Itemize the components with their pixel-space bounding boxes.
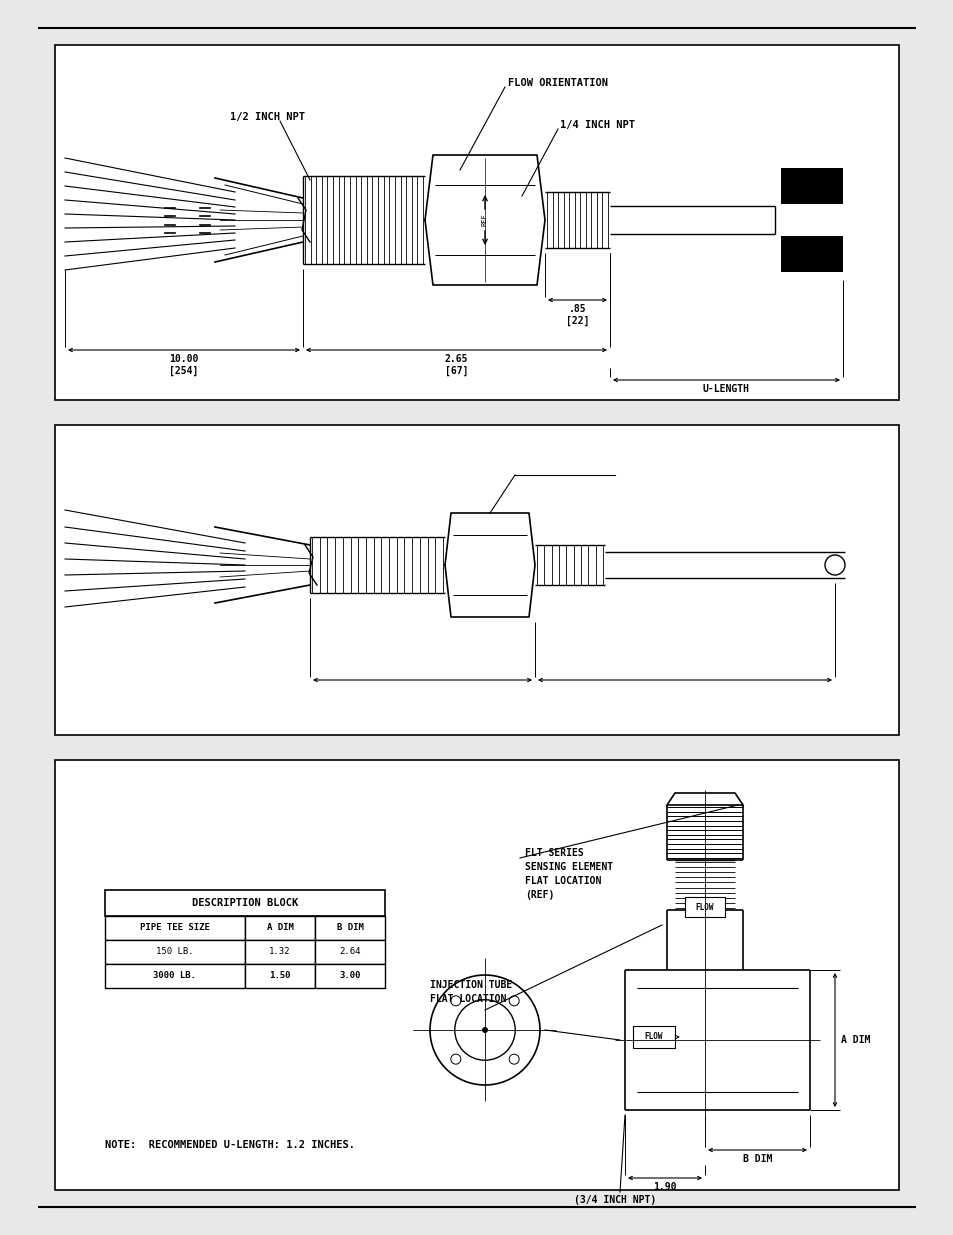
Bar xyxy=(314,940,385,965)
Bar xyxy=(55,760,898,1191)
Bar xyxy=(245,916,314,940)
Text: B DIM: B DIM xyxy=(336,924,363,932)
Text: U-LENGTH: U-LENGTH xyxy=(702,384,749,394)
Text: DESCRIPTION BLOCK: DESCRIPTION BLOCK xyxy=(192,898,297,908)
Bar xyxy=(314,916,385,940)
Bar xyxy=(105,940,245,965)
Bar xyxy=(105,965,245,988)
Text: A DIM: A DIM xyxy=(266,924,294,932)
Text: FLT SERIES
SENSING ELEMENT
FLAT LOCATION
(REF): FLT SERIES SENSING ELEMENT FLAT LOCATION… xyxy=(524,848,613,900)
Text: FLOW: FLOW xyxy=(695,903,714,911)
Text: INJECTION TUBE
FLAT LOCATION: INJECTION TUBE FLAT LOCATION xyxy=(430,981,512,1004)
Text: NOTE:  RECOMMENDED U-LENGTH: 1.2 INCHES.: NOTE: RECOMMENDED U-LENGTH: 1.2 INCHES. xyxy=(105,1140,355,1150)
Text: FLOW ORIENTATION: FLOW ORIENTATION xyxy=(507,78,607,88)
Text: 1.32: 1.32 xyxy=(269,947,291,956)
Text: REF: REF xyxy=(481,214,488,226)
Bar xyxy=(781,168,842,204)
Text: 150 LB.: 150 LB. xyxy=(156,947,193,956)
Bar xyxy=(105,916,245,940)
Text: 2.64: 2.64 xyxy=(339,947,360,956)
Bar xyxy=(245,940,314,965)
Circle shape xyxy=(481,1028,488,1032)
Text: (3/4 INCH NPT): (3/4 INCH NPT) xyxy=(574,1195,656,1205)
Text: B DIM: B DIM xyxy=(742,1153,771,1165)
Text: 1.90: 1.90 xyxy=(653,1182,676,1192)
Text: 10.00
[254]: 10.00 [254] xyxy=(169,354,198,375)
Bar xyxy=(105,890,385,916)
Bar xyxy=(314,965,385,988)
Bar xyxy=(55,425,898,735)
Text: 2.65
[67]: 2.65 [67] xyxy=(444,354,468,375)
Text: .85
[22]: .85 [22] xyxy=(565,304,589,326)
Text: 3000 LB.: 3000 LB. xyxy=(153,972,196,981)
Bar xyxy=(684,898,724,918)
Bar xyxy=(633,1026,675,1049)
Text: 3.00: 3.00 xyxy=(339,972,360,981)
Text: 1.50: 1.50 xyxy=(269,972,291,981)
Text: PIPE TEE SIZE: PIPE TEE SIZE xyxy=(140,924,210,932)
Text: 1/2 INCH NPT: 1/2 INCH NPT xyxy=(230,112,305,122)
Text: 1/4 INCH NPT: 1/4 INCH NPT xyxy=(559,120,635,130)
Bar xyxy=(245,965,314,988)
Text: FLOW: FLOW xyxy=(644,1032,662,1041)
Bar xyxy=(55,44,898,400)
Text: A DIM: A DIM xyxy=(841,1035,869,1045)
Bar xyxy=(781,236,842,272)
